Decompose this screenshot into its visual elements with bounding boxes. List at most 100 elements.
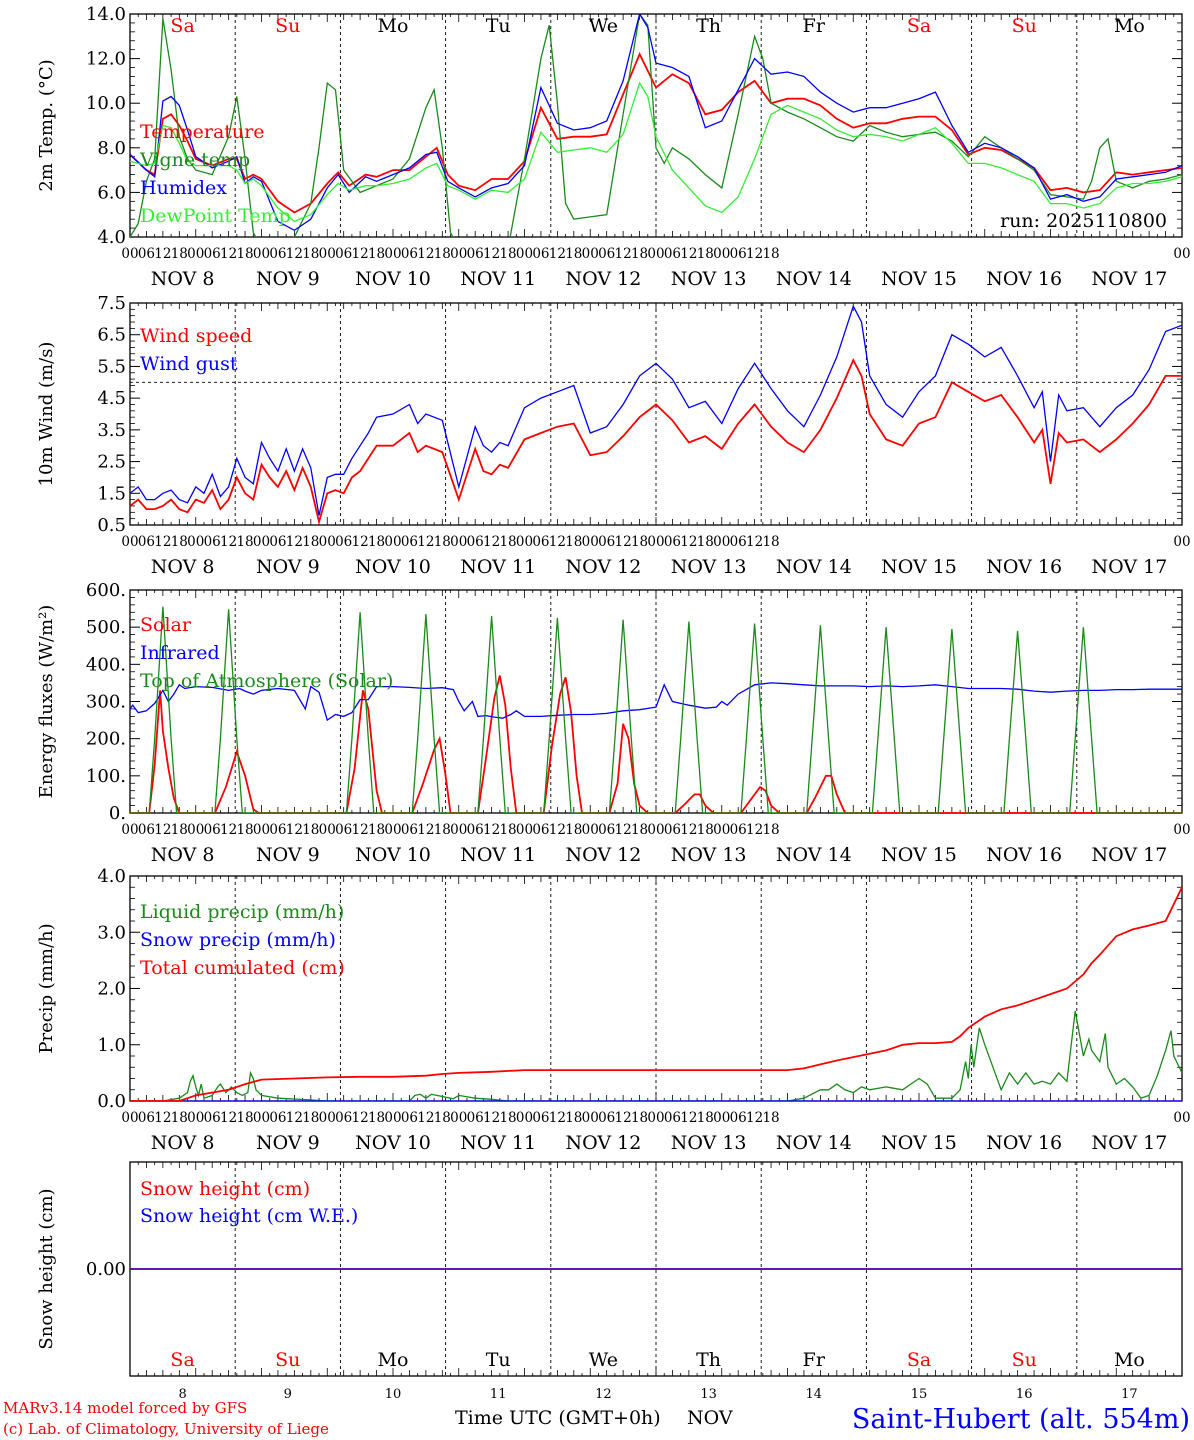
series-liquid-precip-mm-h — [130, 1010, 1182, 1101]
hour-tick-label: 00 — [647, 822, 664, 838]
hour-tick-label: 06 — [664, 246, 681, 262]
date-label: NOV 16 — [986, 556, 1062, 578]
day-of-week-label: Tu — [486, 1349, 511, 1371]
day-of-week-label: We — [589, 1349, 618, 1371]
y-tick-label: 4.0 — [97, 866, 126, 887]
hour-tick-label: 00 — [384, 1110, 401, 1126]
legend-entry: DewPoint Temp — [140, 205, 291, 227]
legend-entry: Wind speed — [140, 325, 252, 347]
legend-entry: Humidex — [140, 177, 227, 199]
panel-4: 0.0 1.0 2.0 3.0 4.0 Precip (mm/h) Liquid preci… — [36, 866, 1191, 1154]
hour-tick-label: 12 — [746, 822, 763, 838]
hour-tick-label: 06 — [467, 534, 484, 550]
panel-1: 4.0 6.0 8.0 10.0 12.0 14.0 2m Temp. (°C) Temper… — [36, 4, 1191, 290]
hour-tick-label: 18 — [171, 246, 188, 262]
y-tick-label: 10.0 — [86, 93, 126, 114]
hour-tick-label: 06 — [730, 534, 747, 550]
date-label: NOV 16 — [986, 1132, 1062, 1154]
hour-tick-label: 18 — [565, 246, 582, 262]
date-label: NOV 17 — [1091, 556, 1167, 578]
hour-tick-label: 06 — [598, 534, 615, 550]
y-tick-label: 3.0 — [97, 922, 126, 943]
hour-tick-label: 06 — [664, 534, 681, 550]
hour-tick-label: 00 — [516, 246, 533, 262]
hour-tick-label: 00 — [1173, 246, 1190, 262]
y-tick-label: 1.5 — [97, 483, 126, 504]
y-tick-label: 2.5 — [97, 452, 126, 473]
date-label: NOV 11 — [460, 556, 536, 578]
hour-tick-label: 18 — [631, 1110, 648, 1126]
hour-tick-label: 12 — [615, 246, 632, 262]
hour-tick-label: 06 — [532, 534, 549, 550]
series-wind-speed — [130, 358, 1182, 525]
hour-tick-label: 12 — [220, 822, 237, 838]
y-tick-label: 6.0 — [97, 182, 126, 203]
hour-tick-label: 12 — [154, 822, 171, 838]
date-label: NOV 15 — [881, 556, 957, 578]
hour-tick-label: 00 — [319, 822, 336, 838]
y-tick-label: 500. — [86, 617, 126, 638]
hour-tick-label: 18 — [499, 822, 516, 838]
date-label: NOV 13 — [671, 268, 747, 290]
date-label: NOV 11 — [460, 268, 536, 290]
hour-tick-label: 18 — [565, 1110, 582, 1126]
day-number-label: 9 — [284, 1387, 292, 1402]
date-label: NOV 15 — [881, 1132, 957, 1154]
hour-tick-label: 12 — [483, 822, 500, 838]
hour-tick-label: 00 — [1173, 1110, 1190, 1126]
day-of-week-label: Sa — [907, 15, 931, 37]
date-label: NOV 16 — [986, 844, 1062, 866]
series-wind-gust — [130, 304, 1182, 516]
hour-tick-label: 00 — [121, 534, 138, 550]
day-number-label: 14 — [806, 1387, 823, 1402]
hour-tick-label: 12 — [286, 246, 303, 262]
hour-tick-label: 06 — [598, 1110, 615, 1126]
station-label: Saint-Hubert (alt. 554m) — [852, 1404, 1190, 1435]
series-infrared — [130, 682, 1182, 722]
legend-entry: Infrared — [140, 642, 220, 664]
hour-tick-label: 12 — [680, 822, 697, 838]
hour-tick-label: 00 — [582, 1110, 599, 1126]
date-label: NOV 14 — [776, 268, 852, 290]
hour-tick-label: 12 — [615, 822, 632, 838]
series-vigne-temp — [130, 14, 1182, 237]
day-number-label: 17 — [1121, 1387, 1138, 1402]
series-dewpoint-temp — [130, 81, 1182, 223]
hour-tick-label: 12 — [746, 534, 763, 550]
hour-tick-label: 18 — [762, 822, 779, 838]
hour-tick-label: 06 — [138, 1110, 155, 1126]
hour-tick-label: 06 — [730, 246, 747, 262]
y-tick-label: 14.0 — [86, 4, 126, 25]
day-of-week-label: Mo — [1114, 1349, 1145, 1371]
hour-tick-label: 18 — [236, 246, 253, 262]
hour-tick-label: 06 — [401, 1110, 418, 1126]
panel-3: 0. 100. 200. 300. 400. 500. 600. Energy fluxes … — [36, 580, 1191, 866]
hour-tick-label: 12 — [352, 1110, 369, 1126]
date-label: NOV 13 — [671, 1132, 747, 1154]
y-tick-label: 2.0 — [97, 979, 126, 1000]
date-label: NOV 17 — [1091, 1132, 1167, 1154]
hour-tick-label: 00 — [384, 822, 401, 838]
hour-tick-label: 18 — [762, 1110, 779, 1126]
hour-tick-label: 00 — [253, 534, 270, 550]
y-tick-label: 0. — [109, 803, 126, 824]
legend-entry: Temperature — [140, 121, 264, 143]
y-tick-label: 8.0 — [97, 138, 126, 159]
day-of-week-label: Fr — [803, 1349, 826, 1371]
hour-tick-label: 12 — [154, 1110, 171, 1126]
date-label: NOV 16 — [986, 268, 1062, 290]
hour-tick-label: 00 — [647, 246, 664, 262]
hour-tick-label: 06 — [532, 1110, 549, 1126]
hour-tick-label: 00 — [384, 246, 401, 262]
legend-entry: Liquid precip (mm/h) — [140, 901, 344, 923]
date-label: NOV 17 — [1091, 844, 1167, 866]
hour-tick-label: 18 — [499, 246, 516, 262]
hour-tick-label: 06 — [598, 246, 615, 262]
day-of-week-label: Th — [696, 1349, 721, 1371]
hour-tick-label: 06 — [204, 822, 221, 838]
hour-tick-label: 12 — [746, 1110, 763, 1126]
hour-tick-label: 06 — [532, 246, 549, 262]
hour-tick-label: 00 — [582, 822, 599, 838]
hour-tick-label: 18 — [236, 1110, 253, 1126]
day-number-label: 13 — [700, 1387, 717, 1402]
